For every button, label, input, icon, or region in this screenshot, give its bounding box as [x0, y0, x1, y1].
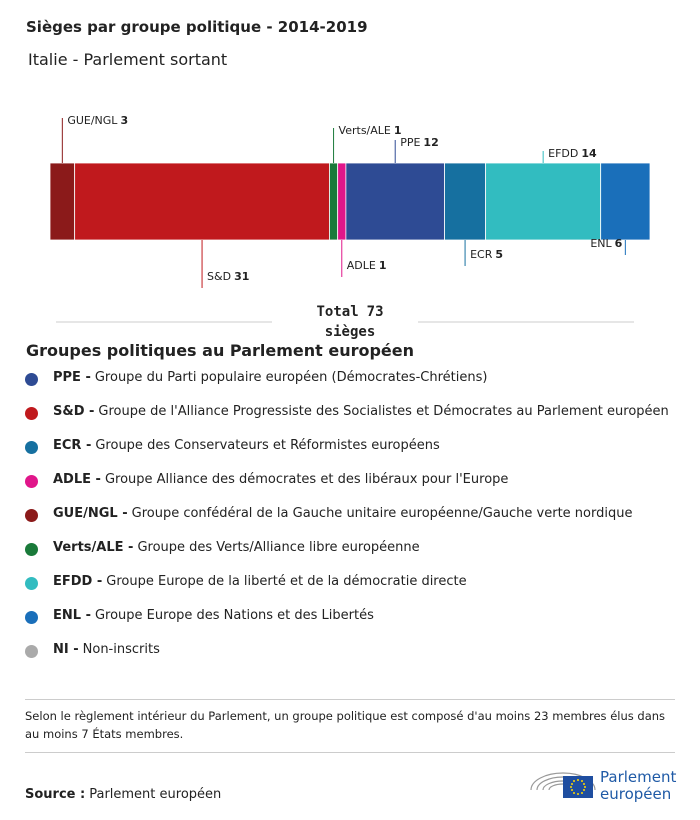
bar-segment — [337, 162, 347, 241]
bar-segment — [485, 162, 602, 241]
legend-desc: Groupe de l'Alliance Progressiste des So… — [98, 404, 669, 419]
segment-label: ECR 5 — [470, 248, 503, 261]
legend: PPE - Groupe du Parti populaire européen … — [25, 370, 685, 676]
legend-text: GUE/NGL - Groupe confédéral de la Gauche … — [53, 506, 632, 521]
legend-desc: Non-inscrits — [82, 642, 160, 657]
logo: Parlement européen — [530, 768, 676, 803]
legend-swatch — [25, 577, 38, 590]
logo-text: européen — [600, 785, 671, 803]
legend-desc: Groupe du Parti populaire européen (Démo… — [94, 370, 488, 385]
bar-segment — [74, 162, 330, 241]
segment-value: 1 — [379, 259, 387, 272]
source-label: Source : — [25, 787, 86, 802]
legend-item: ECR - Groupe des Conservateurs et Réformi… — [25, 438, 685, 472]
legend-desc: Groupe Europe de la liberté et de la dém… — [106, 574, 467, 589]
legend-item: PPE - Groupe du Parti populaire européen … — [25, 370, 685, 404]
legend-item: GUE/NGL - Groupe confédéral de la Gauche … — [25, 506, 685, 540]
legend-abbr: NI - — [53, 642, 79, 657]
segment-value: 5 — [495, 248, 503, 261]
legend-item: Verts/ALE - Groupe des Verts/Alliance lib… — [25, 540, 685, 574]
segment-name: ENL — [590, 237, 612, 250]
legend-text: S&D - Groupe de l'Alliance Progressiste d… — [53, 404, 669, 419]
source-text: Parlement européen — [89, 787, 222, 802]
total-value: 73 — [367, 304, 384, 320]
segment-label: ADLE 1 — [347, 259, 387, 272]
legend-swatch — [25, 475, 38, 488]
chart-title: Sièges par groupe politique - 2014-2019 — [26, 18, 368, 36]
segment-label: GUE/NGL 3 — [67, 114, 128, 127]
source: Source : Parlement européen — [25, 787, 221, 802]
legend-item: EFDD - Groupe Europe de la liberté et de … — [25, 574, 685, 608]
bar-segment — [345, 162, 445, 241]
legend-item: ADLE - Groupe Alliance des démocrates et … — [25, 472, 685, 506]
legend-title: Groupes politiques au Parlement européen — [26, 341, 415, 360]
segment-name: ADLE — [347, 259, 376, 272]
legend-desc: Groupe Alliance des démocrates et des li… — [104, 472, 509, 487]
legend-desc: Groupe confédéral de la Gauche unitaire … — [131, 506, 633, 521]
legend-abbr: EFDD - — [53, 574, 103, 589]
note: Selon le règlement intérieur du Parlemen… — [25, 709, 666, 741]
legend-item: S&D - Groupe de l'Alliance Progressiste d… — [25, 404, 685, 438]
legend-item: ENL - Groupe Europe des Nations et des Li… — [25, 608, 685, 642]
total-unit: sièges — [325, 324, 376, 340]
legend-abbr: S&D - — [53, 404, 95, 419]
segment-value: 3 — [120, 114, 128, 127]
segment-value: 1 — [394, 124, 402, 137]
segment-name: GUE/NGL — [67, 114, 118, 127]
segment-label: PPE 12 — [400, 136, 439, 149]
segment-label: Verts/ALE 1 — [339, 124, 402, 137]
legend-abbr: GUE/NGL - — [53, 506, 128, 521]
legend-desc: Groupe Europe des Nations et des Liberté… — [94, 608, 374, 623]
legend-text: Verts/ALE - Groupe des Verts/Alliance lib… — [53, 540, 420, 555]
bar-segment — [49, 162, 76, 241]
segment-label: S&D 31 — [207, 270, 249, 283]
segment-value: 6 — [615, 237, 623, 250]
segment-value: 14 — [581, 147, 597, 160]
segment-name: Verts/ALE — [339, 124, 391, 137]
bar-segment — [329, 162, 339, 241]
legend-swatch — [25, 407, 38, 420]
legend-text: ECR - Groupe des Conservateurs et Réformi… — [53, 438, 440, 453]
legend-text: NI - Non-inscrits — [53, 642, 160, 657]
bar-segment — [600, 162, 651, 241]
segment-value: 12 — [423, 136, 438, 149]
chart-subtitle: Italie - Parlement sortant — [28, 50, 228, 69]
legend-abbr: PPE - — [53, 370, 91, 385]
total-label: Total 73 — [316, 304, 383, 320]
divider — [25, 752, 675, 753]
eu-stars — [570, 779, 586, 795]
legend-desc: Groupe des Verts/Alliance libre européen… — [137, 540, 420, 555]
segment-label: ENL 6 — [590, 237, 622, 250]
legend-abbr: ECR - — [53, 438, 92, 453]
legend-abbr: Verts/ALE - — [53, 540, 134, 555]
total-text: Total — [316, 304, 358, 320]
segment-name: EFDD — [548, 147, 578, 160]
legend-swatch — [25, 509, 38, 522]
legend-desc: Groupe des Conservateurs et Réformistes … — [95, 438, 440, 453]
legend-swatch — [25, 373, 38, 386]
legend-text: EFDD - Groupe Europe de la liberté et de … — [53, 574, 467, 589]
segment-value: 31 — [234, 270, 249, 283]
legend-abbr: ADLE - — [53, 472, 101, 487]
eu-flag — [563, 776, 593, 798]
segment-label: EFDD 14 — [548, 147, 597, 160]
segment-name: PPE — [400, 136, 420, 149]
legend-text: ADLE - Groupe Alliance des démocrates et … — [53, 472, 508, 487]
bar-segment — [444, 162, 487, 241]
legend-abbr: ENL - — [53, 608, 91, 623]
legend-swatch — [25, 611, 38, 624]
logo-text: Parlement — [600, 768, 676, 786]
legend-item: NI - Non-inscrits — [25, 642, 685, 676]
legend-text: PPE - Groupe du Parti populaire européen … — [53, 370, 487, 385]
segment-name: S&D — [207, 270, 231, 283]
legend-swatch — [25, 645, 38, 658]
legend-text: ENL - Groupe Europe des Nations et des Li… — [53, 608, 374, 623]
segment-name: ECR — [470, 248, 493, 261]
legend-swatch — [25, 441, 38, 454]
legend-swatch — [25, 543, 38, 556]
divider — [25, 699, 675, 700]
